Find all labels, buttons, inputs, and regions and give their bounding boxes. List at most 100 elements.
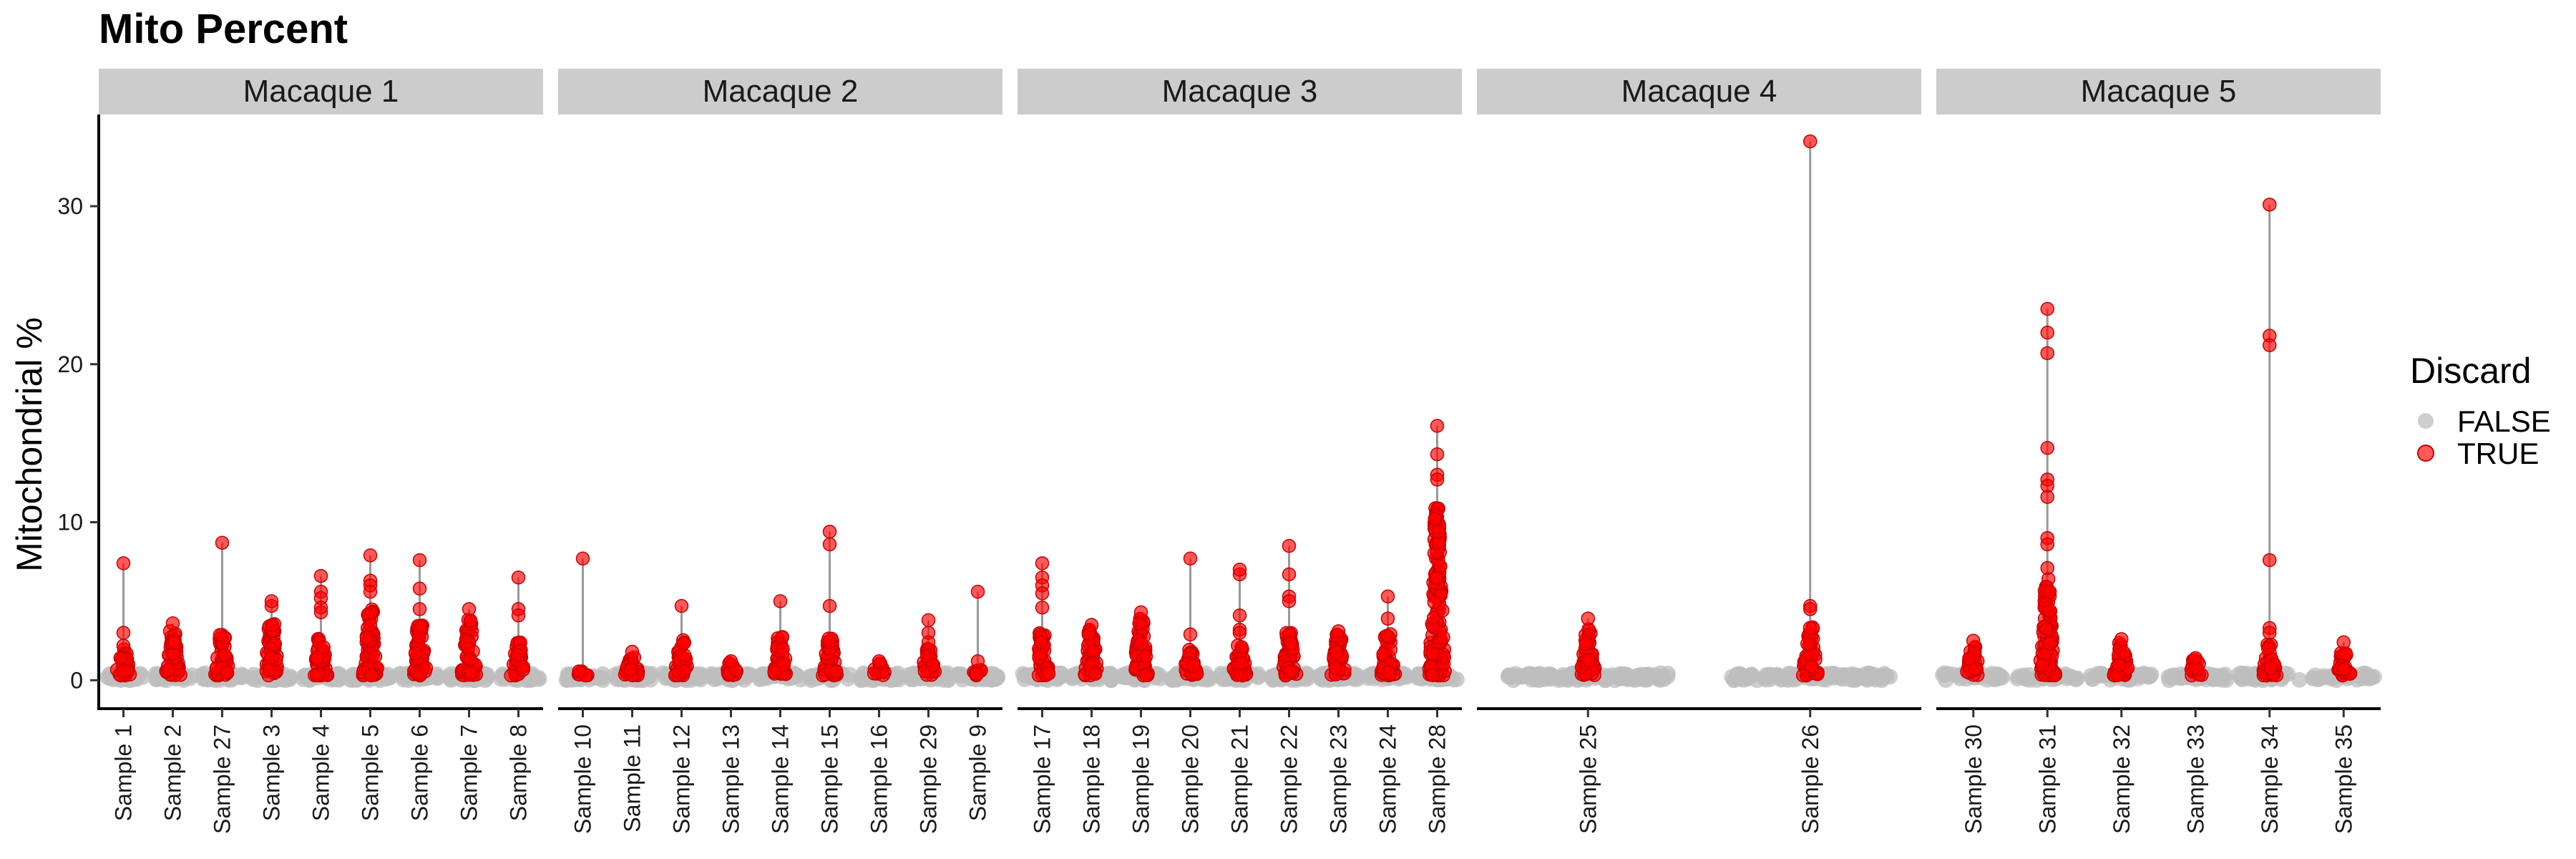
point-true [1041, 666, 1056, 681]
panel-5: Macaque 5 Sample 30 Sample 31 Sample 32 Samp… [1935, 69, 2382, 834]
legend-label-true: TRUE [2457, 437, 2539, 470]
point-true-outlier [822, 525, 837, 539]
sample-group [243, 594, 299, 689]
point-true-outlier [822, 598, 837, 613]
x-tick-label: Sample 12 [669, 724, 695, 834]
sample-group [2160, 651, 2235, 689]
point-true-outlier [1035, 586, 1050, 601]
point-false [987, 667, 1004, 684]
point-false [1654, 668, 1671, 684]
point-true-outlier [2263, 553, 2277, 568]
point-true [414, 620, 429, 634]
point-true [623, 663, 638, 677]
y-tick-label: 30 [57, 193, 83, 219]
point-false [280, 670, 297, 686]
sample-group [1409, 419, 1465, 688]
point-true-outlier [2040, 441, 2054, 455]
point-true [1033, 635, 1048, 649]
point-true-outlier [921, 613, 936, 628]
point-true-outlier [1133, 605, 1148, 620]
point-true [1380, 629, 1395, 643]
point-true [2112, 658, 2127, 672]
point-true-outlier [215, 535, 230, 550]
sample-group [1724, 134, 1898, 689]
point-true [516, 660, 531, 674]
point-false [1823, 666, 1839, 683]
point-true [2117, 646, 2132, 660]
point-false [1846, 672, 1863, 689]
point-true [1133, 636, 1148, 651]
x-tick-label: Sample 21 [1227, 724, 1253, 834]
point-true [1381, 665, 1395, 679]
point-true [1800, 636, 1815, 651]
point-true [1425, 668, 1440, 682]
x-tick-label: Sample 34 [2257, 724, 2283, 834]
point-true [364, 668, 379, 683]
point-true [1186, 659, 1201, 673]
point-true [572, 664, 586, 679]
point-true-outlier [575, 551, 590, 566]
facet-strip-label: Macaque 1 [243, 74, 399, 109]
point-false [1554, 671, 1571, 688]
point-true [821, 631, 836, 646]
sample-group [2305, 635, 2382, 689]
point-true [463, 613, 478, 628]
facet-strip-label: Macaque 3 [1162, 74, 1318, 109]
point-true-outlier [2263, 626, 2277, 640]
point-true-outlier [363, 584, 378, 599]
point-true [2042, 603, 2057, 618]
point-false [1993, 668, 2009, 684]
point-false [752, 668, 769, 684]
sample-group [195, 535, 251, 689]
point-true-outlier [1803, 602, 1818, 616]
facet-panels: Macaque 1 Sample 1 Sample 2 Sample 27 Sample… [99, 69, 2382, 834]
point-false [643, 666, 660, 682]
point-true-outlier [1232, 626, 1247, 640]
point-false [1743, 667, 1760, 684]
sample-group [493, 571, 547, 689]
point-true-outlier [872, 654, 887, 669]
sample-group [342, 548, 399, 689]
point-true-outlier [264, 594, 279, 608]
point-true-outlier [2263, 198, 2277, 212]
x-tick-label: Sample 10 [570, 724, 596, 834]
y-axis: 0 10 20 30 [57, 115, 100, 710]
x-tick-label: Sample 16 [867, 724, 892, 834]
point-true-outlier [921, 635, 936, 650]
sample-group [1264, 538, 1317, 688]
point-false [1730, 666, 1747, 683]
sample-group [99, 556, 151, 689]
sample-group [2083, 632, 2160, 688]
point-true-outlier [2040, 325, 2054, 340]
facet-strip [1477, 69, 1921, 115]
point-false [1513, 668, 1529, 684]
x-tick-label: Sample 17 [1030, 724, 1055, 834]
point-true [1429, 571, 1443, 585]
point-true-outlier [412, 553, 427, 568]
sample-group [392, 553, 446, 689]
point-true-outlier [1282, 594, 1297, 608]
x-tick-label: Sample 20 [1178, 724, 1204, 834]
x-tick-label: Sample 33 [2182, 724, 2208, 834]
point-false [1249, 666, 1266, 682]
x-tick-label: Sample 2 [160, 724, 186, 821]
point-false [2305, 670, 2321, 686]
legend: Discard FALSE TRUE [2410, 351, 2551, 470]
sample-group [853, 654, 907, 689]
point-true-outlier [1035, 556, 1050, 571]
point-false [689, 666, 706, 682]
point-false [2019, 671, 2035, 687]
point-true-outlier [1232, 608, 1247, 623]
y-tick-label: 0 [70, 667, 83, 693]
point-true-outlier [363, 548, 378, 563]
sample-group [950, 584, 1006, 688]
point-true [463, 652, 477, 667]
point-true [1795, 668, 1810, 683]
point-true [829, 664, 843, 679]
point-true [1433, 559, 1448, 573]
point-true [167, 635, 182, 649]
point-false [655, 665, 671, 681]
point-true-outlier [2040, 346, 2054, 361]
x-tick-label: Sample 23 [1326, 724, 1352, 834]
legend-label-false: FALSE [2457, 404, 2551, 438]
